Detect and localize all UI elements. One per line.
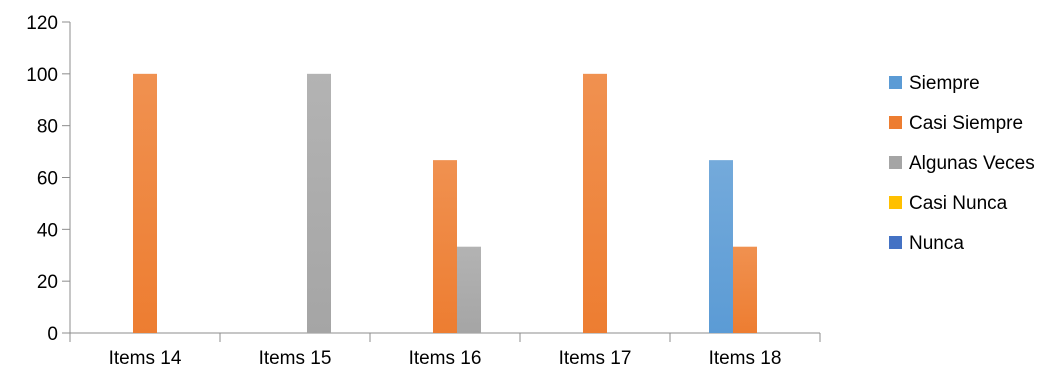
legend-swatch xyxy=(889,236,902,249)
legend-swatch xyxy=(889,156,902,169)
bar-algunas-veces xyxy=(457,246,481,333)
legend-label: Casi Siempre xyxy=(909,113,1023,134)
legend-label: Algunas Veces xyxy=(909,153,1035,174)
y-tick-label: 60 xyxy=(37,169,58,190)
x-category-label: Items 16 xyxy=(409,348,482,369)
x-category-label: Items 18 xyxy=(709,348,782,369)
y-tick-label: 20 xyxy=(37,272,58,293)
y-axis: 0 20 40 60 80 100 120 xyxy=(26,13,71,345)
y-tick-label: 100 xyxy=(26,65,58,86)
bars xyxy=(133,73,757,333)
legend-swatch xyxy=(889,76,902,89)
legend-label: Siempre xyxy=(909,73,980,94)
bar-algunas-veces xyxy=(307,73,331,333)
legend-label: Casi Nunca xyxy=(909,193,1008,214)
x-category-label: Items 17 xyxy=(559,348,632,369)
legend: Siempre Casi Siempre Algunas Veces Casi Nun… xyxy=(889,73,1035,254)
bar-siempre xyxy=(709,160,733,333)
x-category-label: Items 15 xyxy=(259,348,332,369)
bar-casi-siempre xyxy=(583,73,607,333)
legend-swatch xyxy=(889,116,902,129)
bar-casi-siempre xyxy=(733,246,757,333)
bar-casi-siempre xyxy=(133,73,157,333)
legend-label: Nunca xyxy=(909,233,964,254)
y-tick-label: 120 xyxy=(26,13,58,34)
bar-casi-siempre xyxy=(433,160,457,333)
legend-swatch xyxy=(889,196,902,209)
x-axis: Items 14 Items 15 Items 16 Items 17 Items 18 xyxy=(69,332,821,369)
x-category-label: Items 14 xyxy=(109,348,182,369)
y-tick-label: 0 xyxy=(47,324,58,345)
y-tick-label: 80 xyxy=(37,117,58,138)
y-tick-label: 40 xyxy=(37,220,58,241)
